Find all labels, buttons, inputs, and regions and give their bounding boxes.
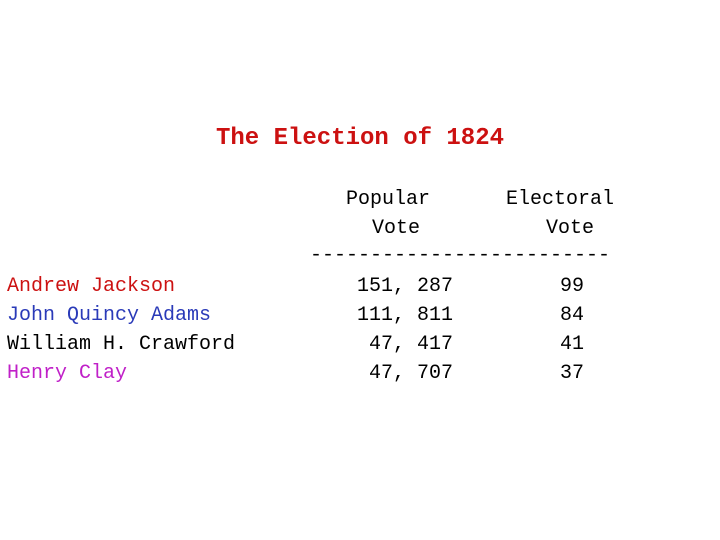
electoral-vote-jackson: 99 <box>559 275 584 298</box>
candidate-name-adams: John Quincy Adams <box>7 304 212 327</box>
popular-vote-header-line2: Vote <box>371 217 420 240</box>
popular-vote-clay: 47, 707 <box>368 362 453 385</box>
electoral-vote-adams: 84 <box>559 304 584 327</box>
header-divider: ------------------------- <box>310 244 611 267</box>
electoral-vote-clay: 37 <box>559 362 584 385</box>
electoral-vote-header-line1: Electoral <box>505 188 615 211</box>
candidate-name-crawford: William H. Crawford <box>7 333 236 356</box>
popular-vote-crawford: 47, 417 <box>368 333 453 356</box>
electoral-vote-crawford: 41 <box>559 333 584 356</box>
popular-vote-jackson: 151, 287 <box>356 275 453 298</box>
electoral-vote-header-line2: Vote <box>545 217 594 240</box>
page-title: The Election of 1824 <box>215 125 505 152</box>
popular-vote-header-line1: Popular <box>345 188 430 211</box>
candidate-name-jackson: Andrew Jackson <box>7 275 176 298</box>
popular-vote-adams: 111, 811 <box>356 304 453 327</box>
candidate-name-clay: Henry Clay <box>7 362 128 385</box>
